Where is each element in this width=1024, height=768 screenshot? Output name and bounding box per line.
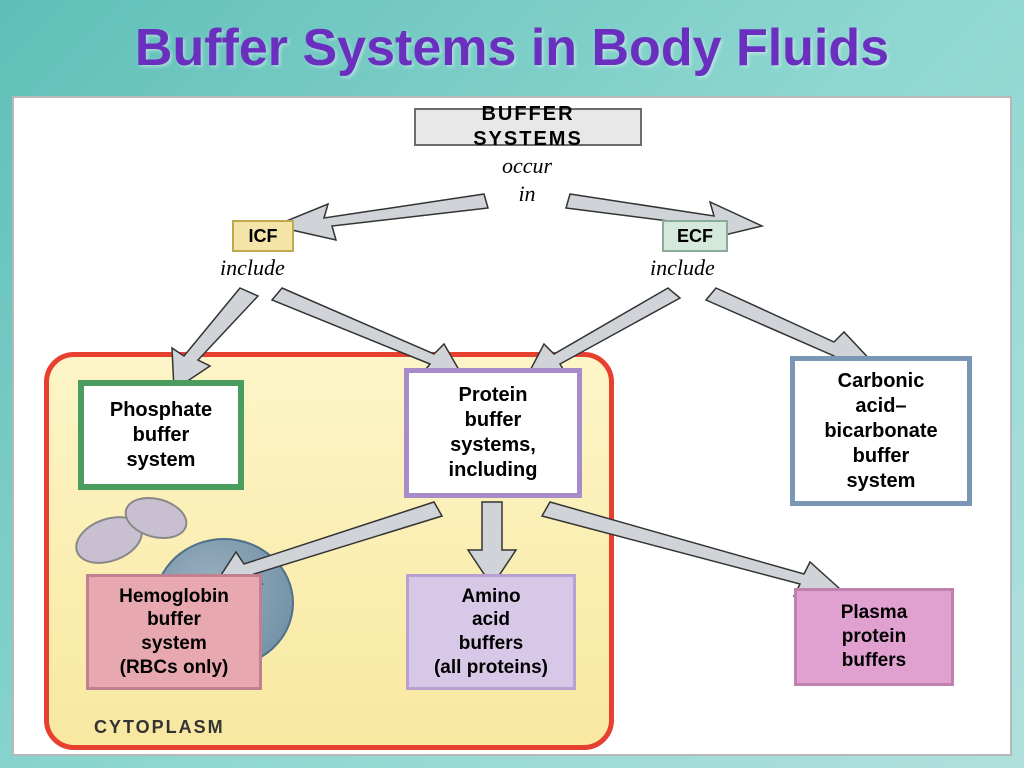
ecf-include-label: include xyxy=(650,254,715,282)
page-title: Buffer Systems in Body Fluids xyxy=(0,0,1024,86)
ecf-box: ECF xyxy=(662,220,728,252)
amino-box: Amino acid buffers (all proteins) xyxy=(406,574,576,690)
root-box: BUFFER SYSTEMS xyxy=(414,108,642,146)
icf-label: ICF xyxy=(249,225,278,248)
ecf-label: ECF xyxy=(677,225,713,248)
occur-label: occur in xyxy=(462,152,592,207)
root-label: BUFFER SYSTEMS xyxy=(434,102,622,152)
carbonic-box: Carbonic acid– bicarbonate buffer system xyxy=(790,356,972,506)
hemoglobin-box: Hemoglobin buffer system (RBCs only) xyxy=(86,574,262,690)
diagram-panel: BUFFER SYSTEMS occur in ICF include ECF … xyxy=(12,96,1012,756)
protein-box: Protein buffer systems, including xyxy=(404,368,582,498)
phosphate-box: Phosphate buffer system xyxy=(78,380,244,490)
icf-include-label: include xyxy=(220,254,285,282)
plasma-box: Plasma protein buffers xyxy=(794,588,954,686)
icf-box: ICF xyxy=(232,220,294,252)
cytoplasm-label: CYTOPLASM xyxy=(94,716,225,739)
